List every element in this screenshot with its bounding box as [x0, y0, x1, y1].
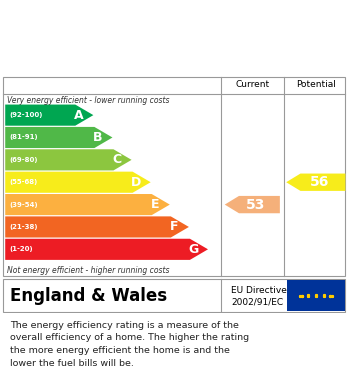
Text: C: C — [112, 153, 122, 166]
Text: F: F — [170, 221, 179, 233]
Text: 56: 56 — [310, 175, 329, 189]
Text: Very energy efficient - lower running costs: Very energy efficient - lower running co… — [7, 96, 169, 105]
Text: (39-54): (39-54) — [9, 202, 38, 208]
Text: EU Directive: EU Directive — [231, 286, 287, 295]
Polygon shape — [5, 216, 189, 237]
Polygon shape — [5, 194, 170, 215]
Text: E: E — [151, 198, 160, 211]
Text: (81-91): (81-91) — [9, 135, 38, 140]
Text: (1-20): (1-20) — [9, 246, 33, 252]
Text: (92-100): (92-100) — [9, 112, 43, 118]
Polygon shape — [225, 196, 280, 213]
Text: Energy Efficiency Rating: Energy Efficiency Rating — [10, 50, 220, 65]
Text: A: A — [74, 109, 84, 122]
Text: 53: 53 — [246, 197, 266, 212]
Polygon shape — [5, 239, 208, 260]
Bar — [287, 280, 345, 311]
Text: 2002/91/EC: 2002/91/EC — [231, 297, 284, 306]
Text: Not energy efficient - higher running costs: Not energy efficient - higher running co… — [7, 266, 169, 275]
Text: Potential: Potential — [296, 80, 336, 89]
Text: G: G — [188, 243, 199, 256]
Text: B: B — [93, 131, 103, 144]
Text: (55-68): (55-68) — [9, 179, 38, 185]
Polygon shape — [286, 174, 346, 191]
Text: (21-38): (21-38) — [9, 224, 38, 230]
Polygon shape — [5, 149, 132, 170]
Text: Current: Current — [235, 80, 269, 89]
Text: England & Wales: England & Wales — [10, 287, 168, 305]
Polygon shape — [5, 104, 93, 126]
Text: (69-80): (69-80) — [9, 157, 38, 163]
Text: D: D — [131, 176, 141, 189]
Polygon shape — [5, 172, 151, 193]
Polygon shape — [5, 127, 112, 148]
Text: The energy efficiency rating is a measure of the
overall efficiency of a home. T: The energy efficiency rating is a measur… — [10, 321, 250, 368]
